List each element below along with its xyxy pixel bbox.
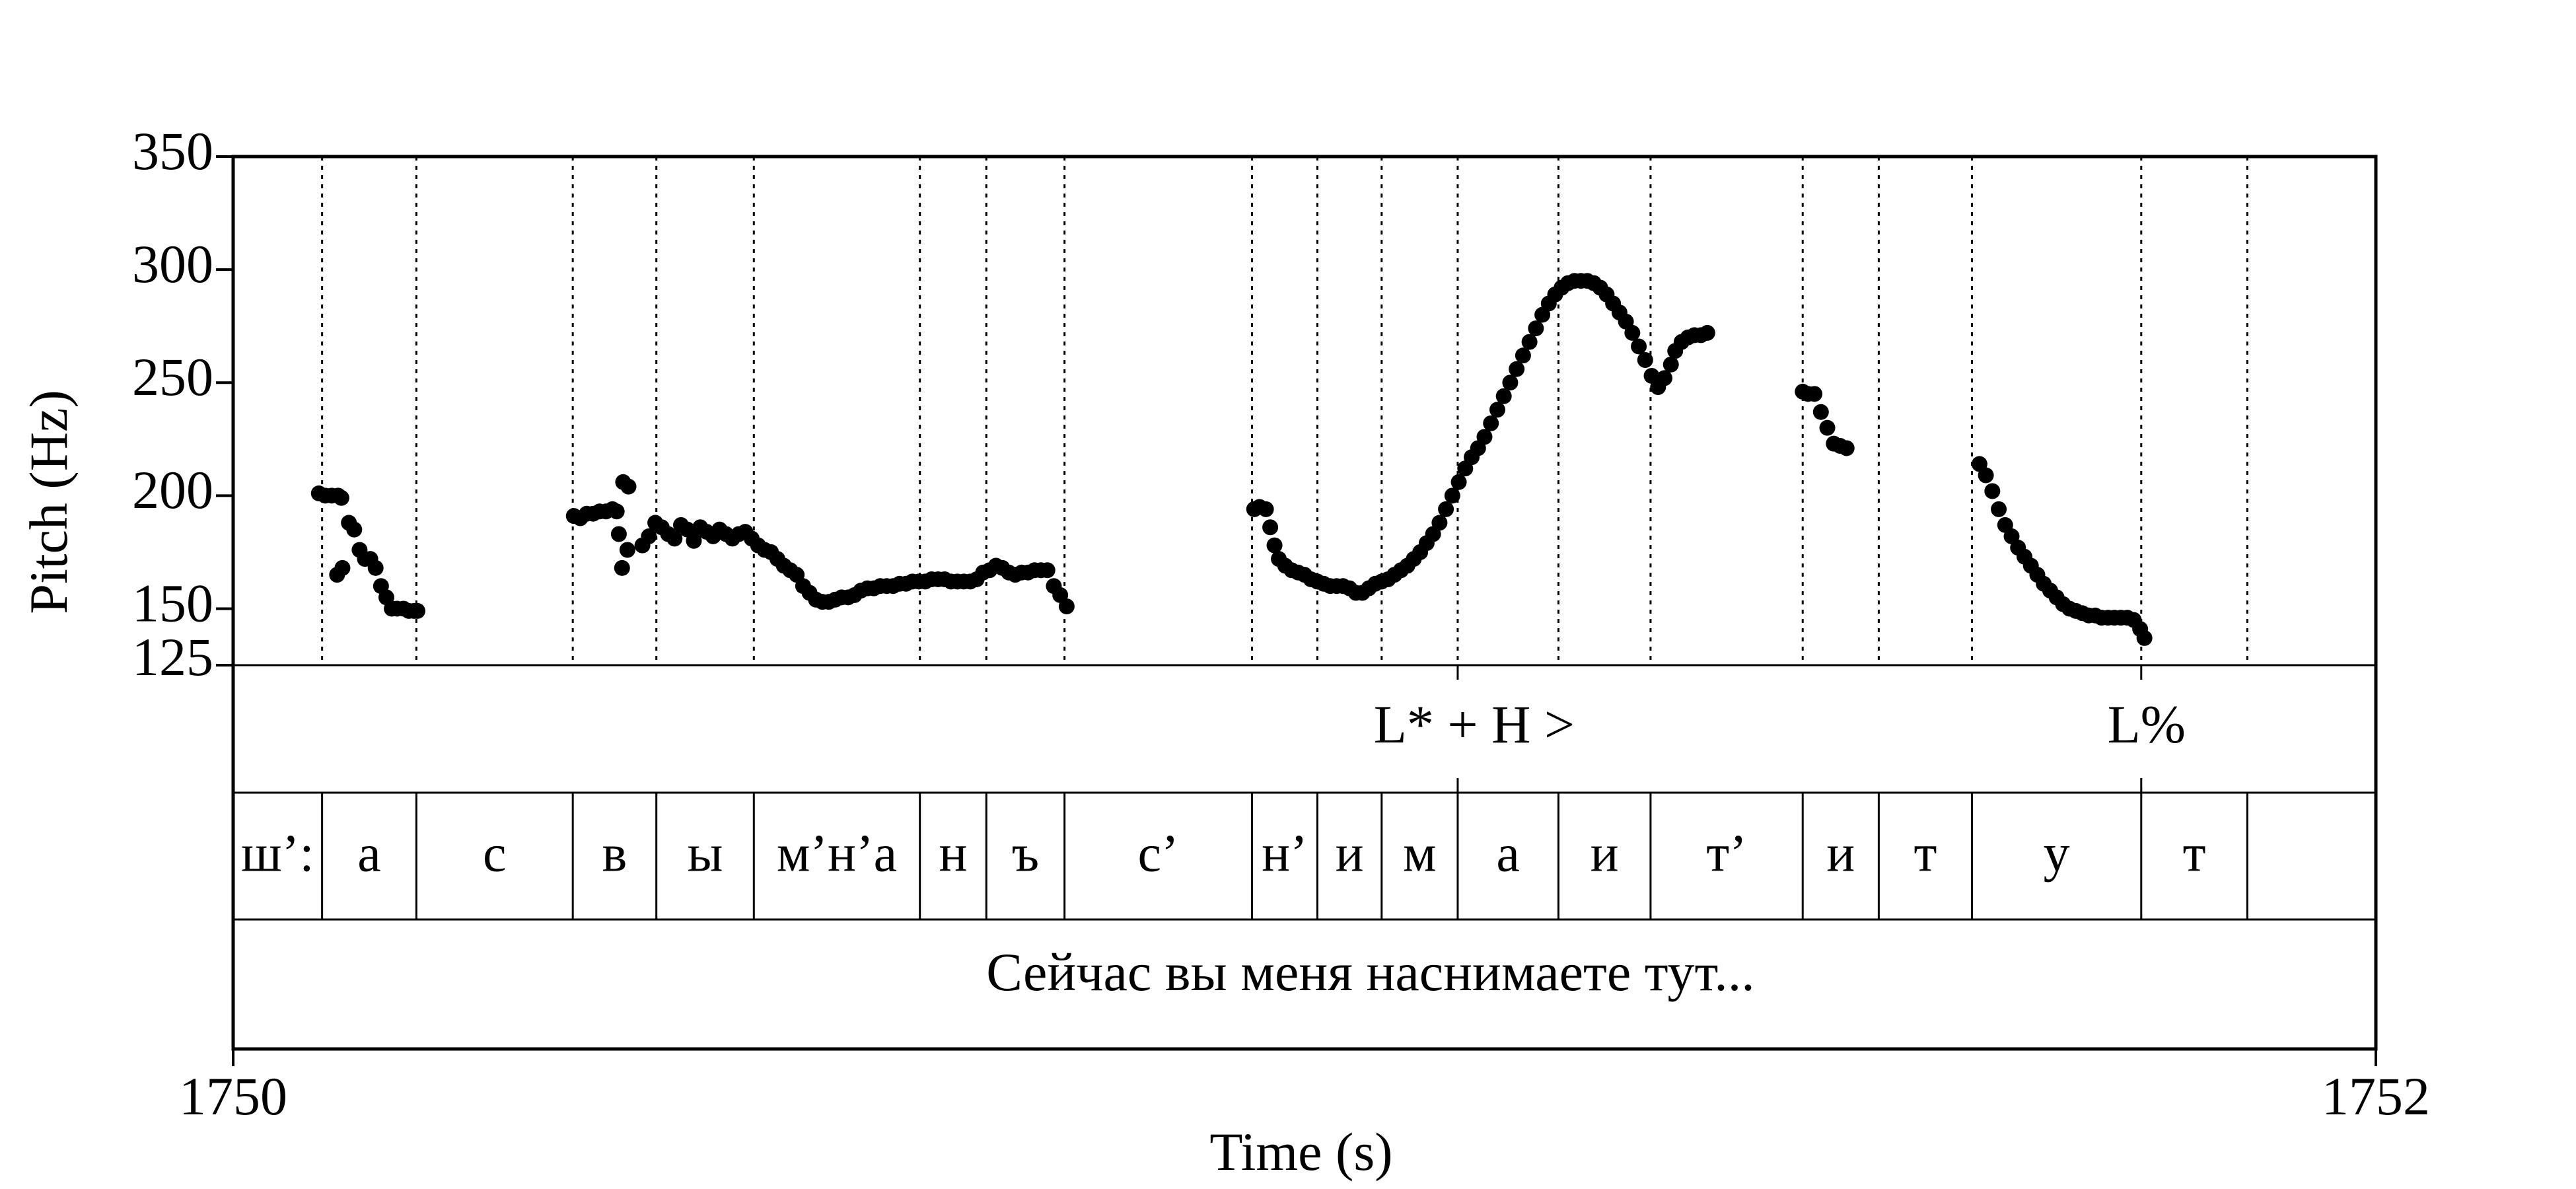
y-tick-label: 125 xyxy=(132,627,213,687)
plot-border xyxy=(231,155,2378,1051)
pitch-point xyxy=(666,530,683,547)
pitch-point xyxy=(641,528,657,544)
y-tick-label: 150 xyxy=(132,573,213,633)
pitch-point xyxy=(1699,324,1715,341)
y-tick-label: 300 xyxy=(132,234,213,294)
pitch-point xyxy=(1624,324,1641,341)
sentence-label: Сейчас вы меня наснимаете тут... xyxy=(986,942,1754,1002)
pitch-point xyxy=(1495,388,1512,404)
pitch-point xyxy=(346,521,363,538)
pitch-point xyxy=(1838,440,1855,456)
pitch-point xyxy=(614,559,630,576)
phone-label: у xyxy=(2044,824,2070,883)
x-tick-label: 1752 xyxy=(2322,1066,2430,1126)
phone-label: т xyxy=(2183,824,2206,883)
pitch-point xyxy=(608,503,625,520)
phone-label: м’н’а xyxy=(777,824,897,883)
y-tick-label: 200 xyxy=(132,460,213,520)
y-tick-label: 250 xyxy=(132,347,213,407)
pitch-point xyxy=(1807,386,1823,402)
pitch-point xyxy=(1438,501,1454,517)
phone-label: ы xyxy=(688,824,723,883)
pitch-point xyxy=(1039,562,1055,579)
x-tick-label: 1750 xyxy=(179,1066,287,1126)
pitch-point xyxy=(1502,375,1519,391)
phone-label: н xyxy=(939,824,968,883)
pitch-points xyxy=(310,273,2153,646)
pitch-point xyxy=(1631,338,1647,355)
phone-label: ъ xyxy=(1012,824,1039,883)
pitch-point xyxy=(1509,361,1525,377)
interval-boundaries xyxy=(321,157,2248,919)
phone-label: с’ xyxy=(1138,824,1179,883)
pitch-point xyxy=(610,526,627,542)
pitch-point xyxy=(620,478,637,495)
phone-label: ш’: xyxy=(241,824,314,883)
phone-label: т xyxy=(1914,824,1937,883)
pitch-point xyxy=(2136,630,2153,646)
pitch-point xyxy=(1663,356,1679,373)
pitch-point xyxy=(1819,419,1836,436)
pitch-point xyxy=(1258,501,1274,517)
phone-label: н’ xyxy=(1262,824,1307,883)
pitch-point xyxy=(1978,467,1994,484)
phone-label: в xyxy=(602,824,627,883)
pitch-point xyxy=(1489,402,1505,418)
pitch-point xyxy=(1812,404,1829,420)
pitch-point xyxy=(1444,487,1460,504)
pitch-point xyxy=(367,559,384,576)
pitch-point xyxy=(1656,370,1672,386)
pitch-point xyxy=(1991,501,2007,517)
pitch-point xyxy=(1262,519,1279,536)
pitch-point xyxy=(333,489,349,506)
pitch-point xyxy=(686,532,702,549)
pitch-point xyxy=(1521,334,1538,350)
phone-label: и xyxy=(1591,824,1619,883)
phone-label: с xyxy=(483,824,507,883)
pitch-point xyxy=(619,542,635,558)
y-axis-label: Pitch (Hz) xyxy=(18,390,79,614)
phone-label: м xyxy=(1403,824,1437,883)
phone-label: т’ xyxy=(1706,824,1747,883)
phone-label: и xyxy=(1826,824,1855,883)
pitch-point xyxy=(1528,320,1544,337)
pitch-point xyxy=(1058,598,1075,615)
y-tick-label: 350 xyxy=(132,121,213,181)
pitch-point xyxy=(1431,515,1448,531)
pitch-point xyxy=(334,559,351,576)
pitch-point xyxy=(1476,429,1493,445)
pitch-point xyxy=(1483,415,1499,431)
pitch-point xyxy=(1515,347,1531,364)
annotation-tiers: Сейчас вы меня наснимаете тут... L* + H … xyxy=(241,694,2205,1002)
x-axis-label: Time (s) xyxy=(1209,1122,1392,1182)
pitch-point xyxy=(1637,352,1653,368)
pitch-point xyxy=(1266,537,1283,554)
tone-label: L% xyxy=(2108,694,2186,754)
phone-label: а xyxy=(1496,824,1520,883)
pitch-point xyxy=(409,602,425,619)
phone-label: а xyxy=(357,824,381,883)
tone-label: L* + H > xyxy=(1374,694,1575,754)
phone-label: и xyxy=(1336,824,1364,883)
plot-frame xyxy=(231,155,2378,1051)
pitch-point xyxy=(1450,474,1467,490)
pitch-point xyxy=(1984,483,2001,499)
x-axis: Time (s) 1750 1752 xyxy=(179,1049,2430,1182)
